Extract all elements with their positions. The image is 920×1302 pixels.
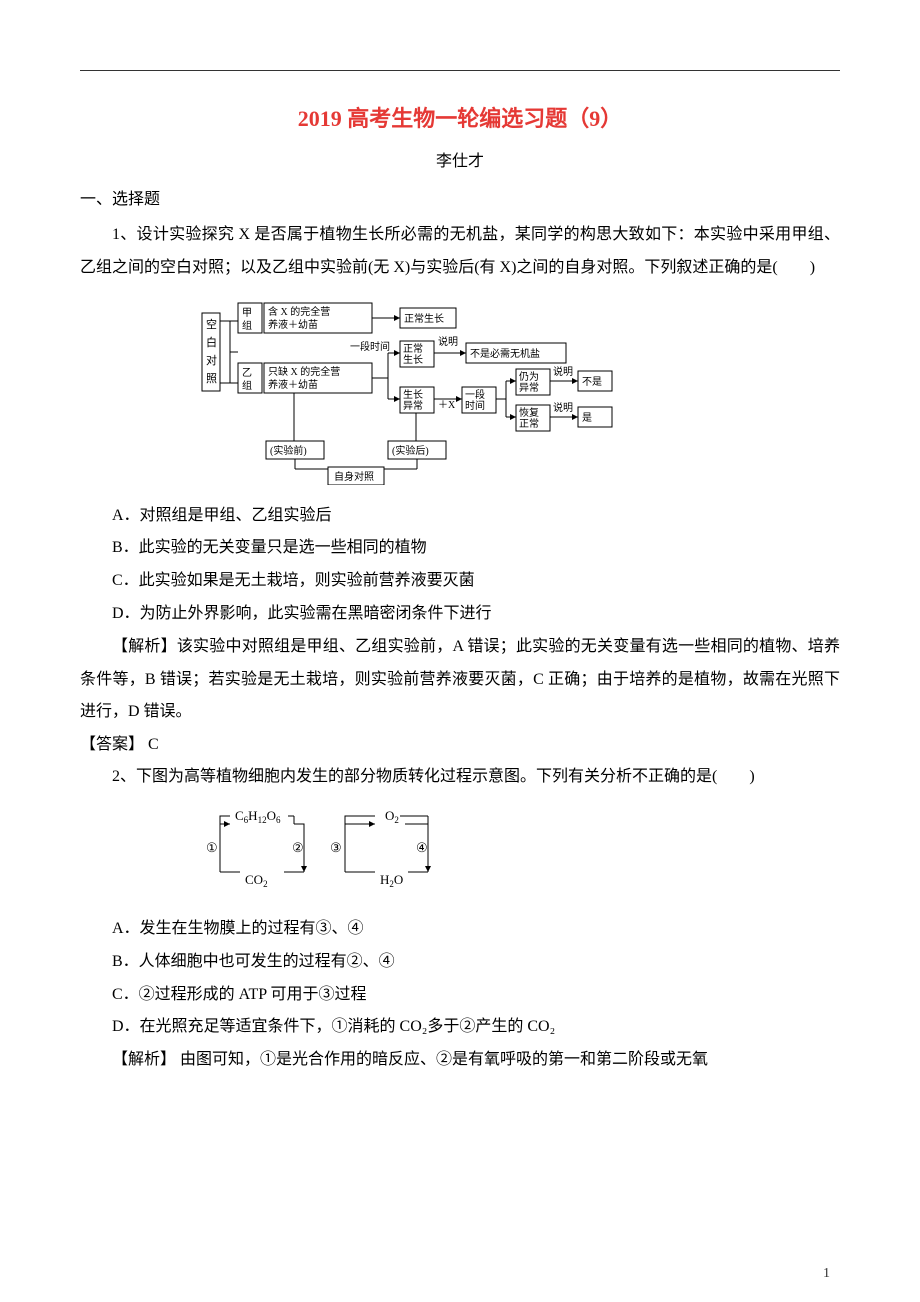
svg-text:不是必需无机盐: 不是必需无机盐	[470, 347, 540, 360]
q1-answer: 【答案】 C	[80, 729, 840, 761]
svg-text:＋X: ＋X	[438, 400, 456, 411]
d1-left-3: 对	[206, 353, 217, 367]
q2-analysis-partial: 【解析】 由图可知，①是光合作用的暗反应、②是有氧呼吸的第一和第二阶段或无氧	[80, 1044, 840, 1077]
section-heading-1: 一、选择题	[80, 185, 840, 209]
svg-text:③: ③	[330, 840, 342, 855]
svg-text:甲: 甲	[242, 308, 252, 319]
svg-text:④: ④	[416, 840, 428, 855]
svg-text:乙: 乙	[242, 367, 252, 379]
q1-choice-d: D．为防止外界影响，此实验需在黑暗密闭条件下进行	[80, 598, 840, 631]
svg-text:时间: 时间	[465, 399, 485, 412]
svg-text:自身对照: 自身对照	[334, 470, 374, 483]
svg-text:C6H12O6: C6H12O6	[235, 808, 281, 825]
svg-text:组: 组	[242, 379, 252, 392]
q2-choice-d: D．在光照充足等适宜条件下，①消耗的 CO₂多于②产生的 CO₂	[80, 1011, 840, 1044]
svg-text:O2: O2	[385, 808, 399, 825]
svg-text:养液＋幼苗: 养液＋幼苗	[268, 378, 318, 391]
d1-left-1: 空	[206, 317, 217, 331]
d1-left-4: 照	[206, 372, 217, 385]
author: 李仕才	[80, 147, 840, 171]
svg-text:说明: 说明	[438, 335, 458, 348]
q1-choice-c: C．此实验如果是无土栽培，则实验前营养液要灭菌	[80, 565, 840, 598]
svg-text:仍为: 仍为	[519, 371, 539, 383]
q2-diagram: C6H12O6 CO2 ① ② O2 H2O ③	[200, 806, 840, 901]
svg-text:组: 组	[242, 319, 252, 332]
svg-text:异常: 异常	[403, 399, 423, 412]
document-title: 2019 高考生物一轮编选习题（9）	[80, 101, 840, 133]
svg-text:②: ②	[292, 840, 304, 855]
svg-text:异常: 异常	[519, 381, 539, 394]
svg-text:只缺 X 的完全营: 只缺 X 的完全营	[268, 365, 340, 378]
q2-choice-b: B．人体细胞中也可发生的过程有②、④	[80, 946, 840, 979]
svg-text:(实验后): (实验后)	[392, 444, 429, 457]
q1-choice-a: A．对照组是甲组、乙组实验后	[80, 500, 840, 533]
svg-text:正常生长: 正常生长	[404, 312, 444, 325]
svg-text:生长: 生长	[403, 353, 423, 366]
q1-choice-b: B．此实验的无关变量只是选一些相同的植物	[80, 532, 840, 565]
svg-text:含 X 的完全营: 含 X 的完全营	[268, 305, 330, 318]
svg-text:说明: 说明	[553, 401, 573, 414]
svg-text:H2O: H2O	[380, 872, 403, 889]
top-rule	[80, 70, 840, 71]
svg-text:①: ①	[206, 840, 218, 855]
page: 2019 高考生物一轮编选习题（9） 李仕才 一、选择题 1、设计实验探究 X …	[0, 0, 920, 1302]
q2-choice-c: C．②过程形成的 ATP 可用于③过程	[80, 979, 840, 1012]
d1-left-2: 白	[206, 335, 217, 349]
q1-stem: 1、设计实验探究 X 是否属于植物生长所必需的无机盐，某同学的构思大致如下：本实…	[80, 219, 840, 285]
svg-text:是: 是	[582, 412, 592, 424]
svg-text:一段时间: 一段时间	[350, 340, 390, 353]
q2-choice-a: A．发生在生物膜上的过程有③、④	[80, 913, 840, 946]
svg-text:生长: 生长	[403, 388, 423, 401]
q1-diagram: 空 白 对 照 甲 组 含 X 的完全营 养液＋幼苗 正常生长 一段时间 乙 组	[200, 295, 840, 490]
svg-text:(实验前): (实验前)	[270, 444, 307, 457]
svg-text:恢复: 恢复	[519, 406, 539, 419]
svg-text:一段: 一段	[465, 388, 485, 401]
svg-text:CO2: CO2	[245, 872, 268, 889]
svg-text:不是: 不是	[582, 376, 602, 388]
svg-text:正常: 正常	[403, 342, 423, 355]
q2-stem: 2、下图为高等植物细胞内发生的部分物质转化过程示意图。下列有关分析不正确的是( …	[80, 761, 840, 794]
svg-text:正常: 正常	[519, 417, 539, 430]
svg-text:养液＋幼苗: 养液＋幼苗	[268, 318, 318, 331]
svg-text:说明: 说明	[553, 365, 573, 378]
q1-analysis: 【解析】该实验中对照组是甲组、乙组实验前，A 错误；此实验的无关变量有选一些相同…	[80, 631, 840, 729]
page-number: 1	[823, 1266, 830, 1282]
